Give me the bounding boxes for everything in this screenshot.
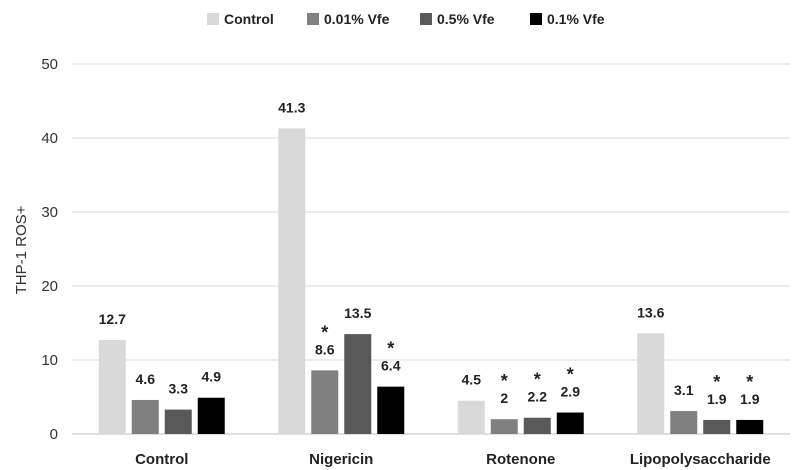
bar (736, 419, 764, 434)
legend-label: 0.01% Vfe (324, 11, 390, 27)
y-tick-label: 50 (41, 56, 58, 73)
legend-label: 0.5% Vfe (437, 11, 495, 27)
data-label: 3.3 (169, 381, 189, 397)
category-label: Control (135, 451, 188, 468)
y-tick-label: 10 (41, 352, 58, 369)
bar (637, 333, 665, 434)
bar (377, 386, 405, 434)
legend-label: Control (224, 11, 274, 27)
bar (344, 334, 372, 434)
legend-swatch (420, 13, 432, 25)
data-label: 4.6 (136, 371, 156, 387)
bar (197, 397, 225, 434)
legend-swatch (530, 13, 542, 25)
significance-star: * (321, 322, 328, 342)
category-labels: Control Nigericin Rotenone Lipopolysacchari… (135, 451, 771, 468)
data-label: 13.5 (344, 305, 371, 321)
data-label: 4.9 (202, 369, 222, 385)
significance-star: * (713, 372, 720, 392)
data-label: 4.5 (462, 372, 482, 388)
data-label: 2 (500, 390, 508, 406)
bar (490, 419, 518, 434)
legend-label: 0.1% Vfe (547, 11, 605, 27)
y-tick-label: 30 (41, 204, 58, 221)
data-label: 2.2 (528, 389, 548, 405)
legend: Control 0.01% Vfe 0.5% Vfe 0.1% Vfe (207, 11, 605, 27)
y-tick-label: 0 (50, 426, 58, 443)
bar (98, 340, 126, 434)
data-label: 6.4 (381, 358, 401, 374)
significance-star: * (387, 339, 394, 359)
y-tick-label: 40 (41, 130, 58, 147)
category-label: Nigericin (309, 451, 373, 468)
data-label: 1.9 (740, 391, 760, 407)
bars (98, 128, 764, 434)
significance-star: * (746, 372, 753, 392)
data-label: 12.7 (99, 311, 126, 327)
bar (131, 399, 159, 434)
data-label: 13.6 (637, 304, 664, 320)
data-label: 41.3 (278, 99, 305, 115)
data-label: 2.9 (561, 384, 581, 400)
data-label: 3.1 (674, 382, 694, 398)
legend-swatch (207, 13, 219, 25)
bar (523, 417, 551, 434)
grid-lines (72, 63, 790, 435)
bar (556, 412, 584, 434)
bar (311, 370, 339, 434)
category-label: Lipopolysaccharide (630, 451, 771, 468)
data-label: 1.9 (707, 391, 727, 407)
legend-swatch (307, 13, 319, 25)
y-axis-ticks: 0 10 20 30 40 50 (41, 56, 58, 443)
bar (703, 419, 731, 434)
data-label: 8.6 (315, 341, 335, 357)
category-label: Rotenone (486, 451, 555, 468)
data-labels: 12.74.63.34.941.38.6*13.56.4*4.52*2.2*2.… (99, 99, 760, 407)
bar (164, 409, 192, 434)
significance-star: * (501, 371, 508, 391)
bar (670, 411, 698, 434)
significance-star: * (567, 365, 574, 385)
bar (457, 400, 485, 434)
significance-star: * (534, 370, 541, 390)
y-tick-label: 20 (41, 278, 58, 295)
y-axis-label: THP-1 ROS+ (13, 205, 30, 294)
bar (278, 128, 306, 434)
